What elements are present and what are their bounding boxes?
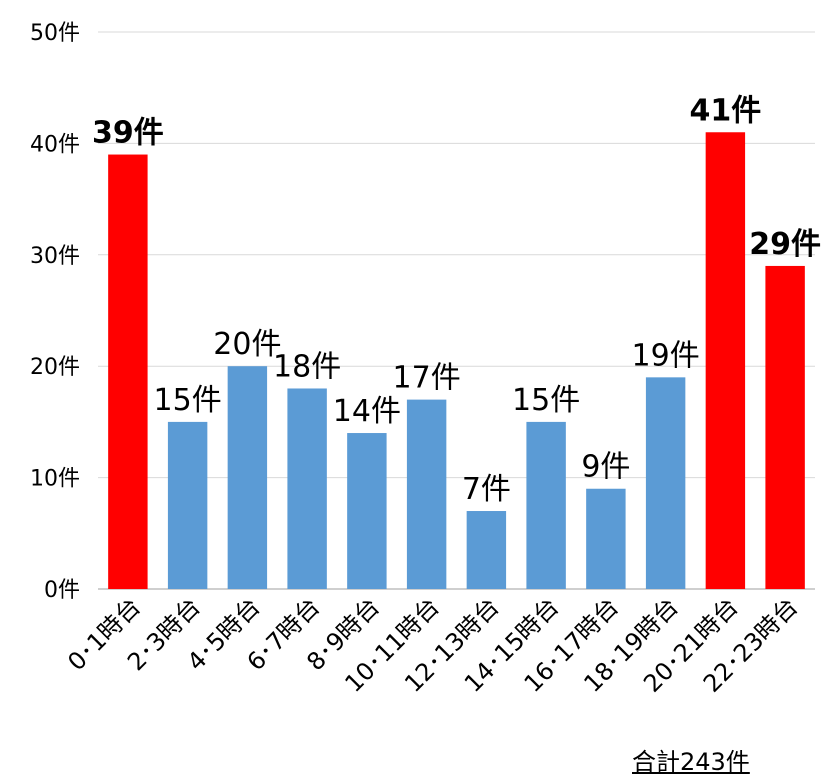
data-label-0: 39件 [92,116,164,151]
bar-3 [287,388,327,589]
data-label-8: 9件 [581,450,630,485]
bar-1 [167,421,208,589]
data-label-5: 17件 [393,361,461,396]
bar-2 [227,366,268,589]
y-tick-label: 20件 [30,355,80,380]
data-label-11: 29件 [749,227,821,262]
bar-10 [705,132,746,589]
bar-5 [406,399,447,589]
y-tick-label: 30件 [30,244,80,269]
total-annotation: 合計243件 [632,748,750,776]
y-axis-ticks: 0件 10件 20件 30件 40件 50件 [30,21,80,603]
y-tick-label: 0件 [44,578,80,603]
x-axis-ticks: 0･1時台2･3時台4･5時台6･7時台8･9時台10･11時台12･13時台1… [62,592,803,697]
data-label-7: 15件 [512,383,580,418]
bar-6 [466,511,507,589]
bar-4 [347,433,387,589]
data-label-2: 20件 [213,327,281,362]
bar-8 [586,488,626,589]
bar-9 [645,377,686,589]
bar-11 [765,265,805,589]
bars [108,132,805,590]
data-label-3: 18件 [273,349,341,384]
gridlines [98,31,815,590]
bar-0 [108,154,148,590]
y-tick-label: 10件 [30,467,80,492]
data-label-1: 15件 [154,383,222,418]
y-tick-label: 50件 [30,21,80,46]
data-label-9: 19件 [632,338,700,373]
bar-7 [526,421,566,589]
data-label-10: 41件 [690,93,762,128]
data-label-4: 14件 [333,394,401,429]
y-tick-label: 40件 [30,132,80,157]
data-label-6: 7件 [462,472,511,507]
